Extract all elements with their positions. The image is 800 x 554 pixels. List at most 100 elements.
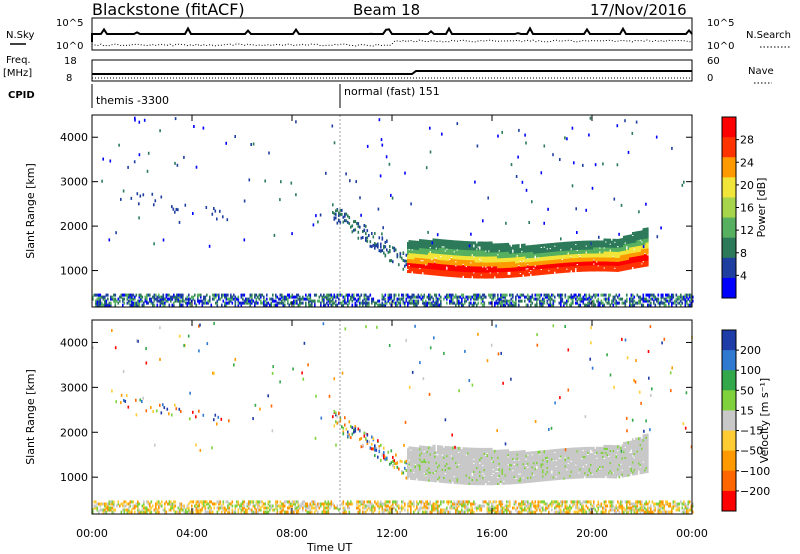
clutter-cell [281, 295, 283, 299]
band-cell [510, 262, 513, 266]
clutter-cell [366, 297, 369, 301]
clutter-cell [258, 504, 261, 508]
band-cell [626, 261, 628, 265]
clutter-cell [231, 510, 234, 514]
clutter-cell [137, 508, 139, 512]
clutter-cell [419, 295, 421, 299]
band-cell [543, 263, 546, 267]
clutter-cell [470, 297, 472, 301]
band-cell [509, 256, 511, 260]
echo-cell [363, 228, 366, 232]
clutter-cell [323, 293, 325, 297]
band-cell [579, 262, 582, 266]
band-cell [579, 250, 582, 254]
band-cell [450, 258, 453, 261]
band-cell [512, 268, 514, 272]
band-cell [446, 251, 448, 255]
clutter-cell [636, 301, 639, 305]
band-cell [582, 256, 585, 260]
band-cell [512, 256, 514, 260]
scatter-cell [360, 213, 362, 217]
band-cell [507, 246, 510, 250]
clutter-cell [159, 299, 162, 303]
clutter-cell [290, 502, 292, 506]
clutter-cell [657, 301, 660, 305]
scatter-cell [431, 241, 434, 245]
clutter-cell [348, 510, 351, 514]
band-cell [536, 264, 538, 268]
clutter-cell [228, 506, 231, 510]
band-cell [602, 258, 604, 262]
band-cell [633, 231, 636, 235]
band-cell [480, 265, 483, 269]
band-cell [617, 259, 619, 262]
clutter-cell [147, 301, 150, 305]
scatter-cell [655, 135, 658, 139]
clutter-cell [560, 303, 562, 307]
clutter-cell [387, 299, 390, 303]
echo-cell [404, 259, 406, 263]
band-cell [569, 269, 571, 273]
band-cell [533, 262, 535, 266]
clutter-cell [435, 500, 438, 504]
echo-cell [365, 236, 367, 240]
clutter-cell [365, 301, 367, 305]
band-cell [567, 249, 570, 253]
clutter-cell [147, 500, 150, 504]
band-cell [420, 255, 423, 259]
band-cell [455, 274, 457, 278]
band-cell [483, 253, 486, 257]
clutter-cell [642, 299, 645, 303]
band-cell [590, 248, 592, 252]
clutter-cell [429, 500, 432, 504]
clutter-cell [675, 297, 678, 301]
band-cell [525, 253, 528, 257]
band-cell [440, 251, 442, 255]
band-cell [467, 253, 469, 257]
clutter-cell [548, 303, 550, 307]
band-cell [536, 268, 538, 272]
band-cell [518, 260, 520, 264]
clutter-cell [438, 303, 441, 307]
clutter-cell [386, 301, 388, 305]
band-cell [611, 240, 613, 244]
band-cell [426, 261, 429, 265]
band-cell [428, 269, 430, 273]
clutter-cell [396, 504, 399, 508]
clutter-cell [297, 504, 300, 508]
band-cell [498, 267, 501, 271]
band-cell [474, 255, 477, 259]
scatter-cell [366, 144, 369, 148]
band-cell [498, 243, 501, 247]
band-cell [462, 256, 465, 260]
clutter-cell [606, 297, 609, 301]
clutter-cell [200, 293, 202, 297]
clutter-cell [132, 506, 135, 510]
clutter-cell [300, 504, 303, 508]
band-cell [477, 275, 480, 279]
band-cell [483, 255, 486, 259]
clutter-cell [540, 301, 543, 305]
clutter-cell [429, 295, 432, 299]
band-cell [411, 266, 414, 270]
clutter-cell [299, 301, 301, 305]
band-cell [465, 241, 468, 245]
clutter-cell [366, 301, 369, 305]
band-cell [626, 251, 628, 255]
clutter-cell [417, 510, 420, 514]
band-cell [419, 245, 421, 249]
band-cell [627, 266, 630, 270]
band-cell [440, 265, 442, 269]
clutter-cell [597, 293, 600, 297]
band-cell [618, 246, 621, 250]
clutter-cell [359, 508, 361, 512]
band-cell [437, 262, 439, 266]
clutter-cell [287, 297, 289, 301]
band-cell [461, 268, 463, 272]
band-cell [411, 246, 414, 250]
band-cell [554, 254, 556, 258]
band-cell [449, 253, 451, 257]
clutter-cell [410, 502, 412, 506]
clutter-cell [434, 502, 436, 506]
band-cell [450, 270, 453, 273]
